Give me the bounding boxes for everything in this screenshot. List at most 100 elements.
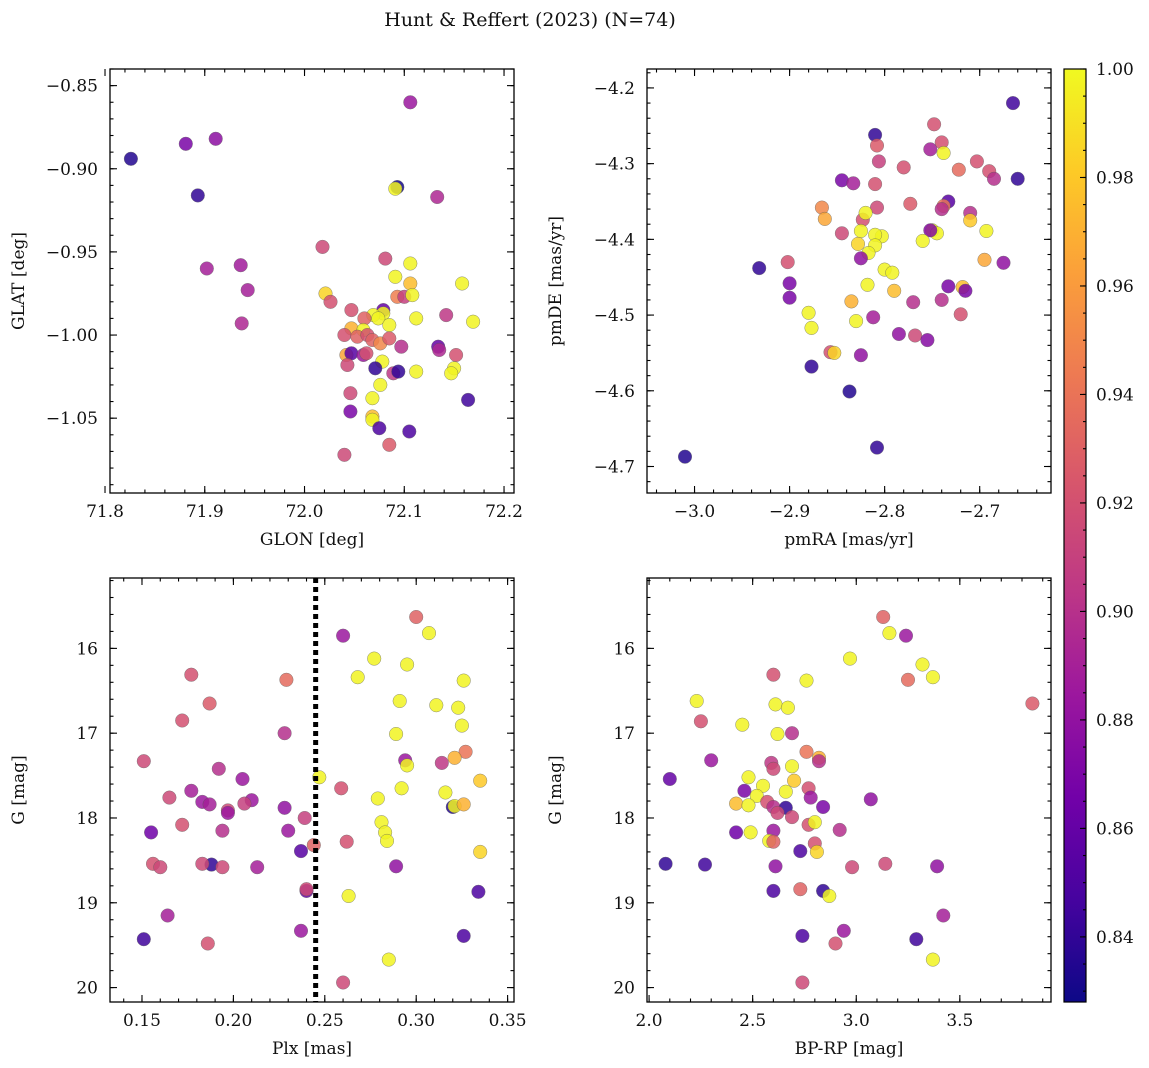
data-point <box>844 294 859 309</box>
data-point <box>430 189 445 204</box>
data-point <box>853 348 868 363</box>
data-point <box>403 95 418 110</box>
ticks-layer: 0.15 0.20 0.25 0.30 0.35 16 17 18 19 20 <box>76 578 527 1031</box>
y-tick-label: 20 <box>613 979 635 999</box>
data-point <box>766 761 781 776</box>
y-tick-label: −4.5 <box>594 306 635 326</box>
data-point <box>400 758 415 773</box>
data-point <box>337 447 352 462</box>
y-tick-label: 16 <box>613 639 635 659</box>
data-point <box>915 657 930 672</box>
y-axis-label: G [mag] <box>9 755 29 824</box>
data-point <box>1025 696 1040 711</box>
data-point <box>827 345 842 360</box>
data-point <box>816 800 831 815</box>
y-tick-label: −4.4 <box>594 230 635 250</box>
x-tick-label: 2.0 <box>636 1011 663 1031</box>
data-point <box>896 160 911 175</box>
data-point <box>863 792 878 807</box>
data-point <box>409 610 424 625</box>
data-point <box>770 805 785 820</box>
data-point <box>240 283 255 298</box>
x-tick-label: 3.5 <box>946 1011 973 1031</box>
data-point <box>793 882 808 897</box>
data-point <box>400 657 415 672</box>
data-point <box>466 314 481 329</box>
data-point <box>461 392 476 407</box>
data-point <box>953 307 968 322</box>
ticks-layer: −3.0 −2.9 −2.8 −2.7 −4.2 −4.3 −4.4 −4.5 −4.6 −4.7 <box>594 69 1051 522</box>
x-tick-label: 72.2 <box>485 502 523 522</box>
x-tick-label: 72.0 <box>286 502 324 522</box>
colorbar-tick-label: 0.96 <box>1096 277 1134 297</box>
y-tick-label: 20 <box>76 979 98 999</box>
data-point <box>766 667 781 682</box>
data-point <box>277 726 292 741</box>
data-point <box>768 859 783 874</box>
data-point <box>925 952 940 967</box>
data-point <box>812 754 827 769</box>
data-point <box>190 188 205 203</box>
y-tick-label: −4.2 <box>594 79 635 99</box>
data-point <box>234 316 249 331</box>
data-point <box>344 303 359 318</box>
colorbar-tick-label: 0.90 <box>1096 602 1134 622</box>
data-point <box>807 815 822 830</box>
data-point <box>876 610 891 625</box>
x-tick-label: 0.15 <box>123 1011 161 1031</box>
data-point <box>368 361 383 376</box>
data-point <box>809 844 824 859</box>
data-point <box>834 226 849 241</box>
y-tick-label: 18 <box>76 809 98 829</box>
panel-plx-g: 0.15 0.20 0.25 0.30 0.35 16 17 18 19 20 Plx [mas]… <box>9 577 527 1059</box>
data-point <box>868 177 883 192</box>
y-tick-label: −0.90 <box>46 160 98 180</box>
data-point <box>851 236 866 251</box>
data-point <box>160 908 175 923</box>
data-point <box>175 713 190 728</box>
data-point <box>382 437 397 452</box>
data-point <box>930 859 945 874</box>
data-point <box>202 797 217 812</box>
colorbar-ticks: 0.84 0.86 0.88 0.90 0.92 0.94 0.96 0.98 1.00 <box>1080 60 1134 992</box>
y-tick-label: −4.3 <box>594 155 635 175</box>
data-point <box>380 833 395 848</box>
data-point <box>741 798 756 813</box>
data-point <box>782 276 797 291</box>
y-axis-label: GLAT [deg] <box>9 232 29 330</box>
data-point <box>294 844 309 859</box>
data-point <box>909 932 924 947</box>
data-point <box>208 131 223 146</box>
x-axis-label: pmRA [mas/yr] <box>784 530 913 550</box>
data-point <box>215 823 230 838</box>
data-point <box>920 333 935 348</box>
data-point <box>153 860 168 875</box>
data-point <box>175 817 190 832</box>
x-tick-label: 3.0 <box>843 1011 870 1031</box>
data-point <box>359 346 374 361</box>
data-point <box>456 797 471 812</box>
data-point <box>804 320 819 335</box>
colorbar: 0.84 0.86 0.88 0.90 0.92 0.94 0.96 0.98 1.00 <box>1063 60 1134 1003</box>
data-point <box>403 276 418 291</box>
data-point <box>785 810 800 825</box>
x-tick-label: −3.0 <box>674 502 715 522</box>
data-point <box>849 314 864 329</box>
data-point <box>768 697 783 712</box>
data-point <box>780 255 795 270</box>
colorbar-tick-label: 0.88 <box>1096 711 1134 731</box>
y-tick-label: 17 <box>76 724 98 744</box>
data-point <box>801 305 816 320</box>
data-point <box>454 718 469 733</box>
data-point <box>277 800 292 815</box>
axes-frame <box>646 68 1052 494</box>
colorbar-tick-label: 0.98 <box>1096 168 1134 188</box>
data-point <box>729 796 744 811</box>
data-point <box>987 171 1002 186</box>
data-point <box>455 276 470 291</box>
data-point <box>925 670 940 685</box>
data-point <box>439 308 454 323</box>
points-layer <box>678 96 1025 464</box>
data-point <box>866 310 881 325</box>
